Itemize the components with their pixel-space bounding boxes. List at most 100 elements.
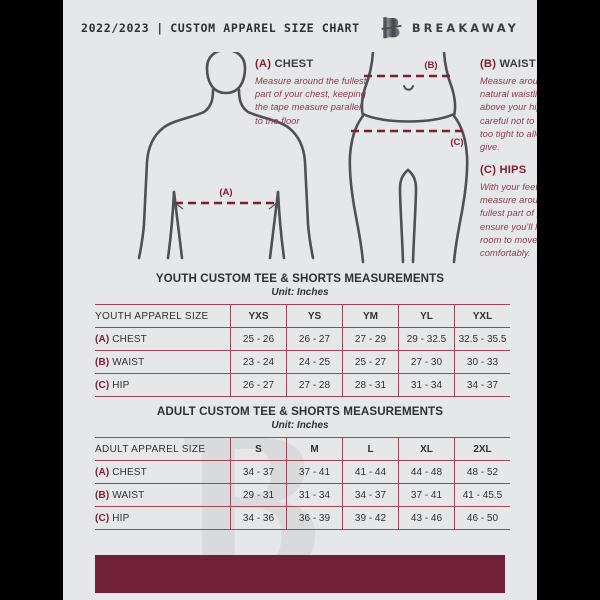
brand-name: BREAKAWAY — [411, 21, 519, 35]
youth-size-col-4: YXL — [454, 304, 510, 328]
adult-row-1-name: WAIST — [112, 489, 145, 501]
youth-row-0-val-2: 27 - 29 — [342, 327, 399, 351]
adult-row-1-val-2: 34 - 37 — [342, 483, 399, 507]
adult-size-col-4: 2XL — [454, 437, 510, 461]
callout-chest-body: Measure around the fullest part of your … — [255, 76, 367, 126]
adult-row-2-val-1: 36 - 39 — [286, 506, 343, 530]
table-row: (C) HIP 34 - 36 36 - 39 39 - 42 43 - 46 … — [95, 506, 510, 530]
adult-row-1-val-3: 37 - 41 — [398, 483, 455, 507]
adult-size-table-block: ADULT CUSTOM TEE & SHORTS MEASUREMENTS U… — [95, 405, 510, 530]
adult-row-0-val-2: 41 - 44 — [342, 460, 399, 484]
adult-row-0-letter: (A) — [95, 466, 110, 478]
youth-size-table: YOUTH APPAREL SIZE YXS YS YM YL YXL (A) … — [95, 304, 510, 397]
adult-row-1-val-4: 41 - 45.5 — [454, 483, 510, 507]
youth-size-col-2: YM — [342, 304, 399, 328]
adult-row-2-val-3: 43 - 46 — [398, 506, 455, 530]
youth-row-1-val-0: 23 - 24 — [230, 350, 287, 374]
youth-header-row: YOUTH APPAREL SIZE YXS YS YM YL YXL — [95, 304, 510, 328]
youth-size-table-block: YOUTH CUSTOM TEE & SHORTS MEASUREMENTS U… — [95, 272, 510, 397]
breakaway-b-logo-icon — [381, 15, 403, 41]
youth-row-0-val-4: 32.5 - 35.5 — [454, 327, 510, 351]
adult-row-0-label: (A) CHEST — [95, 460, 231, 484]
adult-row-1-val-0: 29 - 31 — [230, 483, 287, 507]
adult-row-2-label: (C) HIP — [95, 506, 231, 530]
table-row: (C) HIP 26 - 27 27 - 28 28 - 31 31 - 34 … — [95, 373, 510, 397]
youth-row-1-name: WAIST — [112, 356, 145, 368]
upper-body-figure — [137, 48, 315, 260]
adult-row-0-val-1: 37 - 41 — [286, 460, 343, 484]
callout-waist-body: Measure around your natural waistline – … — [480, 76, 537, 152]
table-row: (A) CHEST 34 - 37 37 - 41 41 - 44 44 - 4… — [95, 460, 510, 484]
adult-table-unit: Unit: Inches — [271, 420, 329, 431]
hip-marker-label: (C) — [450, 137, 463, 148]
chest-marker-label: (A) — [219, 187, 232, 198]
table-row: (A) CHEST 25 - 26 26 - 27 27 - 29 29 - 3… — [95, 327, 510, 351]
header-season: 2022/2023 — [81, 21, 150, 35]
youth-row-2-letter: (C) — [95, 379, 110, 391]
adult-header-row: ADULT APPAREL SIZE S M L XL 2XL — [95, 437, 510, 461]
table-row: (B) WAIST 23 - 24 24 - 25 25 - 27 27 - 3… — [95, 350, 510, 374]
header-separator: | — [156, 21, 164, 35]
adult-size-col-3: XL — [398, 437, 455, 461]
youth-row-1-letter: (B) — [95, 356, 110, 368]
adult-row-2-letter: (C) — [95, 512, 110, 524]
youth-row-2-name: HIP — [112, 379, 130, 391]
callout-chest: (A) CHEST Measure around the fullest par… — [255, 58, 367, 128]
youth-row-2-val-0: 26 - 27 — [230, 373, 287, 397]
waist-marker-label: (B) — [424, 60, 437, 71]
youth-row-2-label: (C) HIP — [95, 373, 231, 397]
youth-row-1-val-1: 24 - 25 — [286, 350, 343, 374]
chart-sheet: B 2022/2023 | CUSTOM APPAREL SIZE CHART — [63, 0, 537, 600]
youth-row-0-letter: (A) — [95, 333, 110, 345]
adult-row-2-val-4: 46 - 50 — [454, 506, 510, 530]
youth-size-col-1: YS — [286, 304, 343, 328]
youth-row-1-val-4: 30 - 33 — [454, 350, 510, 374]
youth-row-2-val-4: 34 - 37 — [454, 373, 510, 397]
measurement-diagram: (A) ( — [63, 48, 537, 274]
youth-row-1-val-2: 25 - 27 — [342, 350, 399, 374]
callout-waist-heading: WAIST — [499, 58, 536, 70]
callout-chest-title: (A) CHEST — [255, 58, 367, 70]
youth-size-label: YOUTH APPAREL SIZE — [95, 304, 231, 328]
youth-row-2-val-3: 31 - 34 — [398, 373, 455, 397]
youth-table-title: YOUTH CUSTOM TEE & SHORTS MEASUREMENTS — [155, 272, 445, 285]
lower-body-figure — [348, 50, 469, 264]
adult-row-0-val-0: 34 - 37 — [230, 460, 287, 484]
adult-size-col-2: L — [342, 437, 399, 461]
adult-row-1-val-1: 31 - 34 — [286, 483, 343, 507]
callout-hips-heading: HIPS — [499, 164, 527, 176]
youth-row-0-name: CHEST — [112, 333, 147, 345]
adult-row-0-name: CHEST — [112, 466, 147, 478]
youth-row-0-label: (A) CHEST — [95, 327, 231, 351]
youth-row-2-val-2: 28 - 31 — [342, 373, 399, 397]
adult-size-table: ADULT APPAREL SIZE S M L XL 2XL (A) CHES… — [95, 437, 510, 530]
youth-size-col-3: YL — [398, 304, 455, 328]
page-title: CUSTOM APPAREL SIZE CHART — [170, 21, 360, 35]
table-row: (B) WAIST 29 - 31 31 - 34 34 - 37 37 - 4… — [95, 483, 510, 507]
callout-chest-letter: (A) — [255, 58, 272, 70]
callout-chest-heading: CHEST — [274, 58, 314, 70]
adult-row-2-name: HIP — [112, 512, 130, 524]
brand-lockup: BREAKAWAY — [381, 15, 519, 41]
youth-row-1-val-3: 27 - 30 — [398, 350, 455, 374]
page-header: 2022/2023 | CUSTOM APPAREL SIZE CHART — [63, 0, 537, 56]
youth-row-1-label: (B) WAIST — [95, 350, 231, 374]
adult-row-0-val-3: 44 - 48 — [398, 460, 455, 484]
callout-hips: (C) HIPS With your feet together, measur… — [480, 164, 537, 260]
adult-row-2-val-0: 34 - 36 — [230, 506, 287, 530]
callout-hips-body: With your feet together, measure around … — [480, 182, 537, 258]
callout-hips-letter: (C) — [480, 164, 497, 176]
adult-row-1-letter: (B) — [95, 489, 110, 501]
youth-row-2-val-1: 27 - 28 — [286, 373, 343, 397]
youth-size-col-0: YXS — [230, 304, 287, 328]
footer-accent-bar — [95, 555, 505, 593]
youth-row-0-val-1: 26 - 27 — [286, 327, 343, 351]
adult-size-label: ADULT APPAREL SIZE — [95, 437, 231, 461]
youth-row-0-val-3: 29 - 32.5 — [398, 327, 455, 351]
adult-size-col-0: S — [230, 437, 287, 461]
youth-row-0-val-0: 25 - 26 — [230, 327, 287, 351]
callout-hips-title: (C) HIPS — [480, 164, 537, 176]
adult-row-1-label: (B) WAIST — [95, 483, 231, 507]
chest-measure-line — [174, 201, 278, 210]
